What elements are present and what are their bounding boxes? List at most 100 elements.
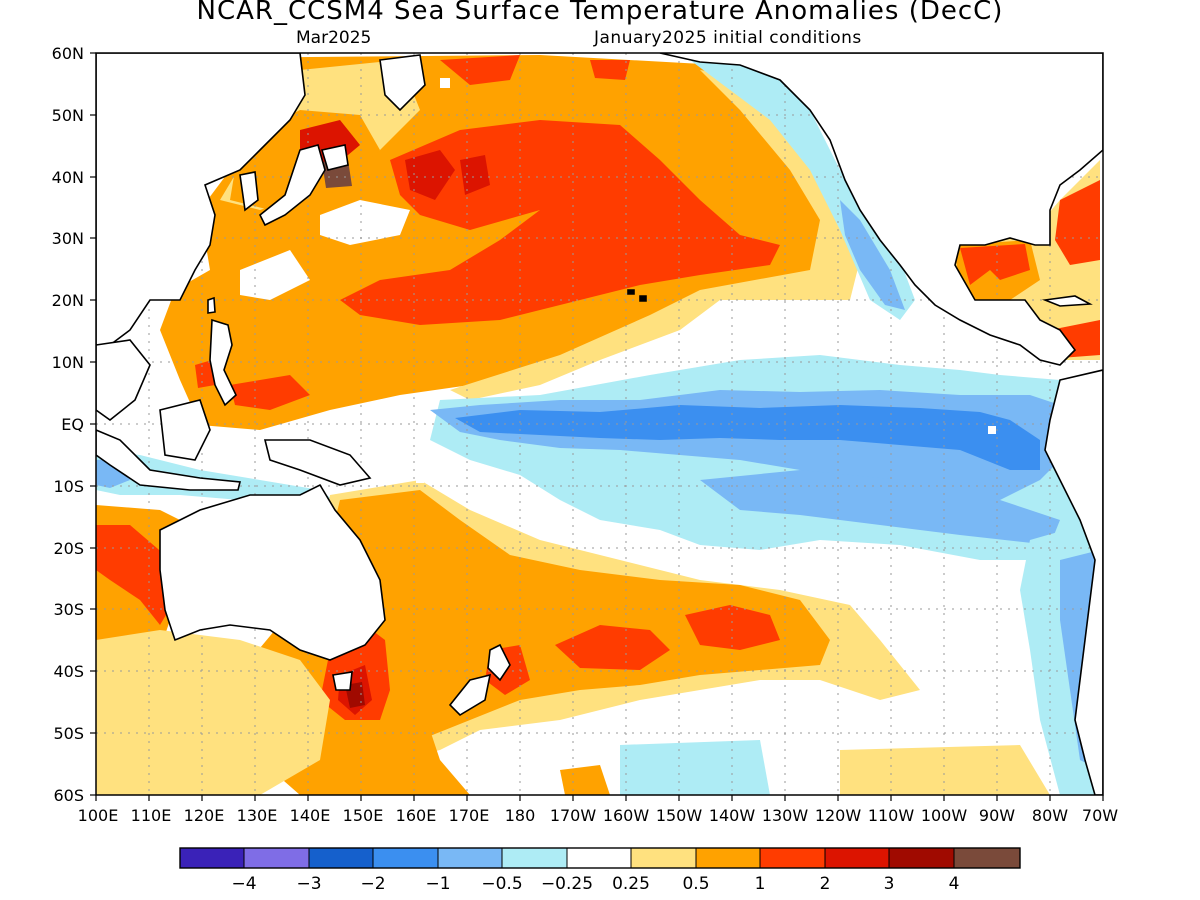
- lat-label: 40N: [52, 168, 84, 187]
- north-pacific-yellow-edge: [450, 70, 860, 400]
- missing-data-squares: [395, 78, 996, 483]
- gulf-of-mexico-red: [960, 244, 1030, 285]
- lon-label: 170W: [550, 806, 597, 825]
- colorbar-label: 2: [820, 874, 831, 894]
- california-current-blue: [840, 200, 905, 310]
- southern-yellow-patch: [840, 745, 1050, 795]
- southern-orange-patch-1: [560, 765, 610, 795]
- colorbar-label: −0.5: [481, 874, 522, 894]
- south-pacific-red-2: [685, 605, 780, 650]
- lat-label: 20S: [53, 539, 84, 558]
- lat-label: 30N: [52, 229, 84, 248]
- colorbar-swatch: [437, 847, 503, 869]
- lon-label: 100W: [921, 806, 968, 825]
- colorbar-swatch: [243, 847, 310, 869]
- north-america: [659, 53, 1103, 366]
- lat-label: 50S: [53, 724, 84, 743]
- kamchatka: [379, 54, 426, 112]
- west-australia-red: [96, 525, 175, 625]
- lat-label: 30S: [53, 600, 84, 619]
- lon-label: 110E: [131, 806, 172, 825]
- southern-ocean-light-blue: [620, 740, 770, 795]
- hawaii: [627, 289, 647, 302]
- equatorial-core-blue: [455, 405, 1040, 470]
- australia: [159, 483, 386, 661]
- lon-label: 160E: [396, 806, 437, 825]
- colorbar-swatch: [372, 847, 439, 869]
- lon-label: 110W: [868, 806, 915, 825]
- lat-label: 60N: [52, 44, 84, 63]
- gulf-alaska-cool: [780, 80, 810, 140]
- lat-label: 10N: [52, 353, 84, 372]
- colorbar-swatch: [695, 847, 761, 869]
- south-east-pacific-blue: [700, 470, 1060, 545]
- lat-label: EQ: [61, 415, 84, 434]
- asia-landmass: [96, 53, 306, 346]
- japan: [258, 144, 326, 227]
- colorbar-label: 3: [884, 874, 895, 894]
- lon-label: 120E: [184, 806, 225, 825]
- colorbar-label: −4: [231, 874, 256, 894]
- south-china-sea-red: [195, 360, 215, 388]
- colorbar-label: 0.25: [612, 874, 650, 894]
- colorbar: −4 −3 −2 −1 −0.5 −0.25 0.25 0.5 1 2 3 4: [179, 847, 1021, 894]
- tasmania: [332, 671, 353, 691]
- colorbar-swatch: [759, 847, 826, 869]
- lat-label: 40S: [53, 662, 84, 681]
- colorbar-label: −2: [360, 874, 385, 894]
- hokkaido: [320, 144, 349, 171]
- colorbar-swatch: [566, 847, 632, 869]
- lat-label: 10S: [53, 477, 84, 496]
- new-zealand-south: [448, 673, 492, 717]
- colorbar-swatch: [888, 847, 955, 869]
- lon-label: 70W: [1082, 806, 1118, 825]
- lon-label: 80W: [1032, 806, 1068, 825]
- colorbar-swatch: [953, 847, 1021, 869]
- lat-label: 20N: [52, 291, 84, 310]
- lon-label: 90W: [979, 806, 1015, 825]
- lon-label: 170E: [449, 806, 490, 825]
- philippines: [209, 318, 237, 407]
- lon-label: 130E: [237, 806, 278, 825]
- colorbar-label: −3: [296, 874, 321, 894]
- bering-red: [440, 55, 520, 85]
- colorbar-label: 1: [755, 874, 766, 894]
- new-zealand-north: [487, 643, 511, 682]
- new-guinea: [263, 439, 372, 486]
- lon-label: 100E: [78, 806, 119, 825]
- land-masses: [96, 53, 1103, 795]
- colorbar-label: 0.5: [682, 874, 709, 894]
- lon-label: 180: [505, 806, 536, 825]
- taiwan: [207, 296, 216, 314]
- colorbar-label: 4: [949, 874, 960, 894]
- axis-ticks: [90, 52, 1104, 801]
- south-pacific-red-1: [555, 625, 670, 670]
- longitude-labels: 100E 110E 120E 130E 140E 150E 160E 170E …: [78, 806, 1119, 825]
- colorbar-swatch: [501, 847, 568, 869]
- lon-label: 150W: [656, 806, 703, 825]
- lon-label: 140W: [709, 806, 756, 825]
- colorbar-label: −0.25: [541, 874, 593, 894]
- north-pacific-red-spot-1: [405, 150, 455, 200]
- lon-label: 140E: [290, 806, 331, 825]
- lat-label: 60S: [53, 786, 84, 805]
- south-pacific-orange: [320, 490, 830, 760]
- colorbar-label: −1: [425, 874, 450, 894]
- gulf-alaska-red: [590, 60, 630, 80]
- map-title: NCAR_CCSM4 Sea Surface Temperature Anoma…: [196, 0, 1004, 26]
- forecast-month: Mar2025: [296, 28, 372, 48]
- colorbar-swatch: [824, 847, 890, 869]
- west-pacific-cool-patch: [240, 250, 310, 300]
- colorbar-swatch: [179, 847, 245, 869]
- borneo: [159, 399, 211, 461]
- lon-label: 160W: [603, 806, 650, 825]
- colorbar-swatch: [308, 847, 374, 869]
- cuba: [1041, 295, 1093, 307]
- lat-label: 50N: [52, 106, 84, 125]
- sumatra-java: [96, 429, 242, 491]
- us-east-coast-red: [1055, 180, 1100, 265]
- indochina: [96, 339, 151, 422]
- lon-label: 120W: [815, 806, 862, 825]
- latitude-labels: 60N 50N 40N 30N 20N 10N EQ 10S 20S 30S 4…: [52, 44, 84, 805]
